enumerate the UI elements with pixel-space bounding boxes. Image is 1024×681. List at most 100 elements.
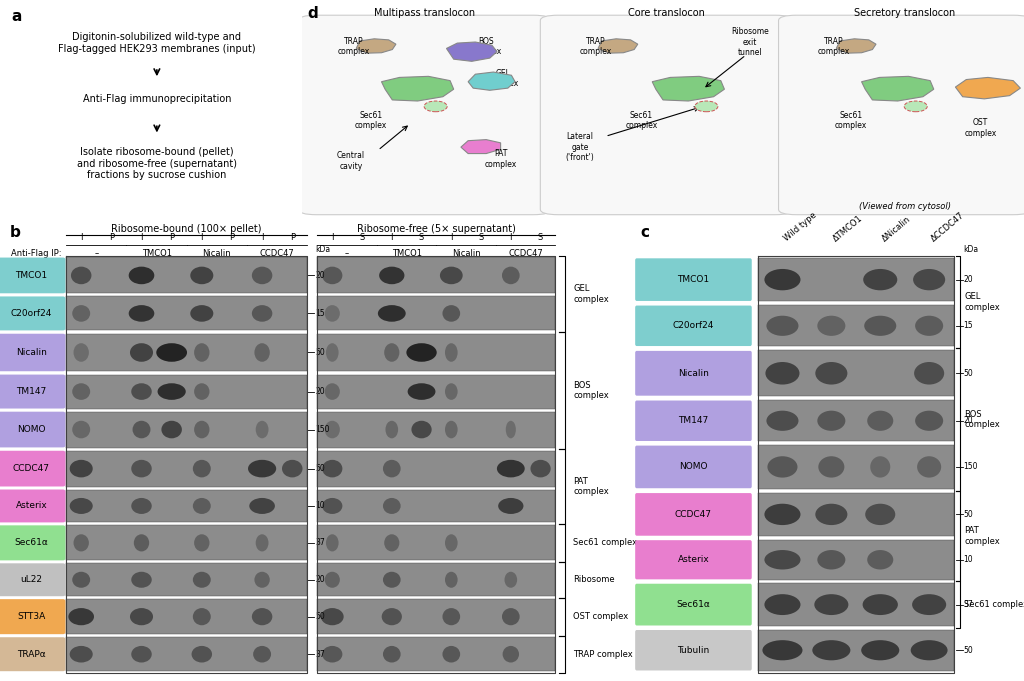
Ellipse shape — [195, 421, 210, 439]
Ellipse shape — [867, 550, 893, 569]
Ellipse shape — [442, 646, 460, 663]
Text: OST complex: OST complex — [573, 612, 629, 621]
Text: TRAP
complex: TRAP complex — [338, 37, 371, 56]
Ellipse shape — [323, 267, 342, 284]
Ellipse shape — [764, 594, 801, 615]
Text: Sec61 complex: Sec61 complex — [965, 600, 1024, 609]
Text: Sec61 complex: Sec61 complex — [573, 539, 637, 548]
Text: S: S — [478, 233, 483, 242]
Ellipse shape — [282, 460, 302, 477]
Text: ΔTMCO1: ΔTMCO1 — [831, 214, 864, 243]
FancyBboxPatch shape — [0, 334, 66, 371]
Ellipse shape — [378, 305, 406, 321]
Text: 15: 15 — [964, 321, 973, 330]
Text: TRAP
complex: TRAP complex — [818, 37, 850, 56]
Text: TRAP
complex: TRAP complex — [580, 37, 612, 56]
Text: Asterix: Asterix — [15, 501, 47, 511]
Text: kDa: kDa — [315, 244, 331, 253]
Text: GEL
complex: GEL complex — [486, 69, 519, 88]
Text: PAT
complex: PAT complex — [573, 477, 609, 496]
Text: I: I — [510, 233, 512, 242]
Text: 50: 50 — [315, 348, 326, 357]
FancyBboxPatch shape — [758, 305, 953, 347]
FancyBboxPatch shape — [758, 583, 953, 626]
FancyBboxPatch shape — [0, 490, 66, 522]
FancyBboxPatch shape — [0, 563, 66, 596]
Text: TRAPα: TRAPα — [17, 650, 46, 659]
FancyBboxPatch shape — [67, 451, 307, 487]
FancyBboxPatch shape — [635, 351, 752, 396]
Text: 150: 150 — [315, 425, 330, 434]
FancyBboxPatch shape — [758, 400, 953, 441]
Ellipse shape — [445, 343, 458, 362]
Text: 50: 50 — [315, 464, 326, 473]
Text: 20: 20 — [315, 575, 326, 584]
FancyBboxPatch shape — [67, 563, 307, 596]
Text: 37: 37 — [964, 600, 973, 609]
Ellipse shape — [158, 383, 185, 400]
Ellipse shape — [326, 343, 339, 362]
Text: Anti-Flag immunoprecipitation: Anti-Flag immunoprecipitation — [83, 94, 231, 104]
FancyBboxPatch shape — [317, 451, 555, 487]
Text: Sec61α: Sec61α — [14, 539, 48, 548]
Ellipse shape — [814, 594, 849, 615]
Text: Nicalin: Nicalin — [203, 249, 231, 258]
Polygon shape — [461, 140, 501, 153]
FancyBboxPatch shape — [635, 493, 752, 536]
Ellipse shape — [379, 267, 404, 284]
Ellipse shape — [505, 572, 517, 588]
Polygon shape — [837, 39, 876, 53]
Text: Secretory translocon: Secretory translocon — [854, 8, 955, 18]
Ellipse shape — [70, 460, 93, 477]
Text: P: P — [109, 233, 114, 242]
Text: OST
complex: OST complex — [965, 118, 996, 138]
FancyBboxPatch shape — [317, 296, 555, 330]
Ellipse shape — [193, 498, 211, 514]
Ellipse shape — [130, 343, 153, 362]
FancyBboxPatch shape — [541, 15, 793, 215]
FancyBboxPatch shape — [0, 412, 66, 447]
Ellipse shape — [248, 460, 276, 477]
Text: CCDC47: CCDC47 — [675, 510, 712, 519]
Ellipse shape — [695, 101, 718, 112]
Text: 50: 50 — [964, 646, 973, 654]
Ellipse shape — [131, 498, 152, 514]
Ellipse shape — [818, 456, 845, 477]
Text: ΔCCDC47: ΔCCDC47 — [929, 210, 966, 243]
FancyBboxPatch shape — [758, 540, 953, 580]
Ellipse shape — [157, 343, 187, 362]
Text: TMCO1: TMCO1 — [391, 249, 422, 258]
Text: 20: 20 — [315, 387, 326, 396]
Text: 10: 10 — [315, 501, 326, 511]
Text: Isolate ribosome-bound (pellet)
and ribosome-free (supernatant)
fractions by suc: Isolate ribosome-bound (pellet) and ribo… — [77, 147, 237, 180]
FancyBboxPatch shape — [317, 525, 555, 560]
FancyBboxPatch shape — [317, 490, 555, 522]
Ellipse shape — [383, 572, 400, 588]
FancyBboxPatch shape — [758, 258, 953, 302]
Ellipse shape — [861, 640, 899, 661]
Ellipse shape — [130, 608, 153, 625]
Ellipse shape — [445, 383, 458, 400]
FancyBboxPatch shape — [635, 584, 752, 625]
Ellipse shape — [383, 460, 400, 477]
Ellipse shape — [323, 498, 342, 514]
FancyBboxPatch shape — [758, 630, 953, 671]
Text: C20orf24: C20orf24 — [673, 321, 714, 330]
Text: a: a — [11, 9, 22, 24]
Text: I: I — [80, 233, 83, 242]
Ellipse shape — [71, 267, 91, 284]
Ellipse shape — [252, 305, 272, 321]
Polygon shape — [652, 76, 724, 101]
Text: PAT
complex: PAT complex — [965, 526, 999, 545]
Text: b: b — [9, 225, 20, 240]
Ellipse shape — [253, 646, 271, 663]
Ellipse shape — [256, 421, 268, 439]
Ellipse shape — [249, 498, 274, 514]
FancyBboxPatch shape — [67, 490, 307, 522]
Ellipse shape — [764, 550, 801, 569]
Text: P: P — [229, 233, 234, 242]
Ellipse shape — [252, 608, 272, 625]
Text: TMCO1: TMCO1 — [141, 249, 172, 258]
Text: CCDC47: CCDC47 — [13, 464, 50, 473]
Text: NOMO: NOMO — [679, 462, 708, 471]
